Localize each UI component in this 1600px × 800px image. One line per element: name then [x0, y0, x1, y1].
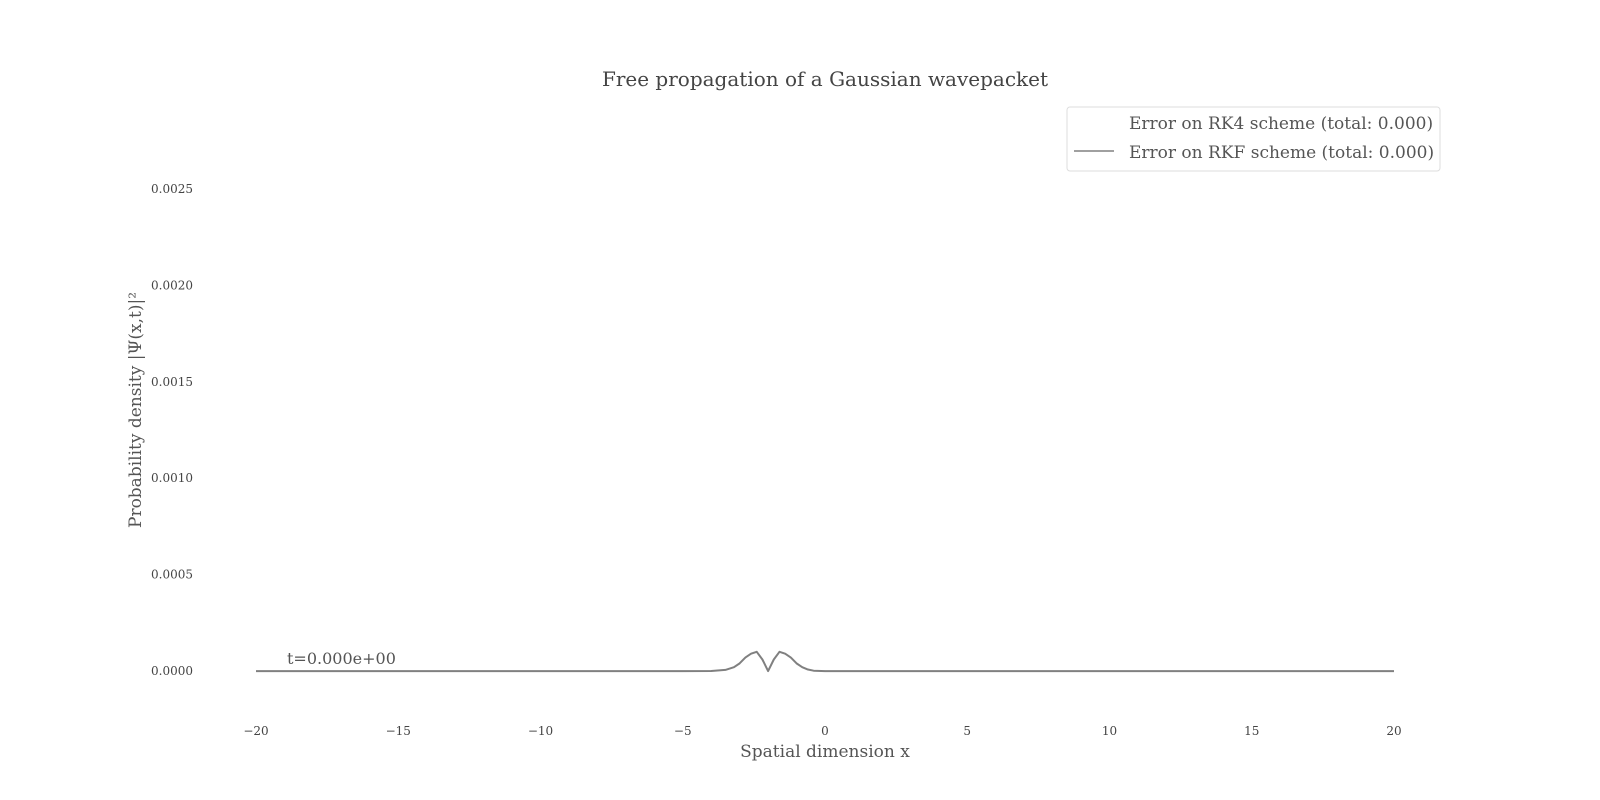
- y-tick-label: 0.0005: [151, 568, 193, 582]
- series-layer: [256, 650, 1394, 673]
- x-tick-label: 20: [1386, 724, 1401, 738]
- x-tick-label: −5: [674, 724, 692, 738]
- series-line-rkf: [256, 650, 1394, 673]
- y-tick-label: 0.0020: [151, 278, 193, 292]
- y-tick-label: 0.0000: [151, 664, 193, 678]
- y-axis-label: Probability density |Ψ(x,t)|²: [126, 292, 146, 528]
- x-tick-label: −10: [528, 724, 553, 738]
- time-annotation: t=0.000e+00: [287, 649, 396, 668]
- y-tick-label: 0.0025: [151, 182, 193, 196]
- legend: Error on RK4 scheme (total: 0.000) Error…: [1066, 106, 1441, 172]
- x-tick-label: 15: [1244, 724, 1259, 738]
- x-axis-label: Spatial dimension x: [740, 742, 910, 762]
- x-tick-label: −15: [386, 724, 411, 738]
- legend-entry-rkf: Error on RKF scheme (total: 0.000): [1129, 143, 1434, 163]
- legend-entry-rk4: Error on RK4 scheme (total: 0.000): [1129, 114, 1433, 134]
- x-tick-label: 0: [821, 724, 829, 738]
- y-tick-label: 0.0015: [151, 375, 193, 389]
- x-axis-label-text: Spatial dimension x: [740, 742, 910, 762]
- y-tick-label: 0.0010: [151, 471, 193, 485]
- x-tick-label: 5: [963, 724, 971, 738]
- x-tick-label: 10: [1102, 724, 1117, 738]
- legend-frame: [1066, 106, 1441, 172]
- chart-title: Free propagation of a Gaussian wavepacke…: [602, 67, 1048, 91]
- x-axis-ticks: −20 −15 −10 −5 0 5 10 15 20: [243, 724, 1401, 738]
- x-tick-label: −20: [243, 724, 268, 738]
- y-axis-ticks: 0.0000 0.0005 0.0010 0.0015 0.0020 0.0025: [151, 182, 193, 678]
